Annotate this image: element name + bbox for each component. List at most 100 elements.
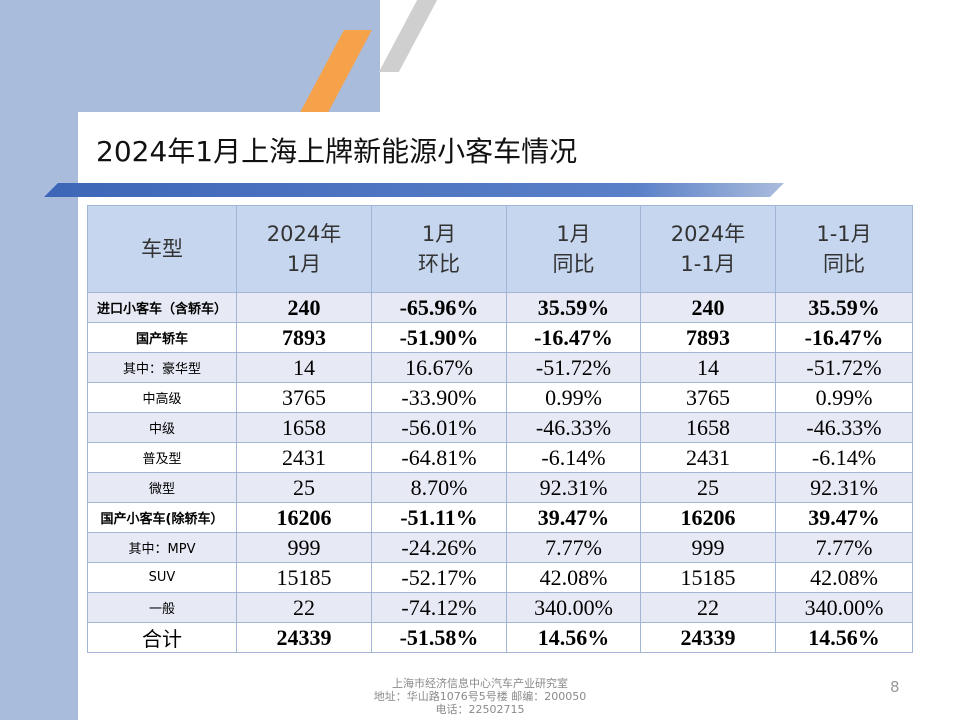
row-label: 微型	[87, 472, 237, 503]
table-cell: 7893	[640, 322, 776, 353]
table-cell: 25	[640, 472, 776, 503]
row-label: 合计	[87, 622, 237, 653]
table-row: 其中：MPV 999 -24.26% 7.77% 999 7.77%	[87, 532, 913, 563]
left-decor-band	[0, 0, 78, 720]
table-total-row: 合计 24339 -51.58% 14.56% 24339 14.56%	[87, 622, 913, 653]
table-cell: 24339	[236, 622, 372, 653]
row-label: 其中：豪华型	[87, 352, 237, 383]
table-cell: 14.56%	[775, 622, 913, 653]
table-cell: 92.31%	[775, 472, 913, 503]
table-cell: 14	[640, 352, 776, 383]
table-cell: 15185	[640, 562, 776, 593]
column-header: 车型	[87, 205, 237, 293]
table-cell: -24.26%	[371, 532, 507, 563]
table-cell: 42.08%	[506, 562, 641, 593]
table-cell: 16.67%	[371, 352, 507, 383]
table-cell: 1658	[640, 412, 776, 443]
table-row: 中级 1658 -56.01% -46.33% 1658 -46.33%	[87, 412, 913, 443]
table-cell: -52.17%	[371, 562, 507, 593]
table-cell: 39.47%	[506, 502, 641, 533]
row-label: 普及型	[87, 442, 237, 473]
table-cell: -65.96%	[371, 292, 507, 323]
row-label: 进口小客车（含轿车）	[87, 292, 237, 323]
table-cell: -33.90%	[371, 382, 507, 413]
table-cell: 0.99%	[775, 382, 913, 413]
table-cell: 16206	[236, 502, 372, 533]
table-cell: -6.14%	[506, 442, 641, 473]
table-row: 其中：豪华型 14 16.67% -51.72% 14 -51.72%	[87, 352, 913, 383]
table-cell: 999	[236, 532, 372, 563]
table-cell: -16.47%	[506, 322, 641, 353]
table-row: 中高级 3765 -33.90% 0.99% 3765 0.99%	[87, 382, 913, 413]
table-cell: 35.59%	[775, 292, 913, 323]
table-cell: 14	[236, 352, 372, 383]
table-cell: 240	[640, 292, 776, 323]
table-cell: 14.56%	[506, 622, 641, 653]
row-label: 国产轿车	[87, 322, 237, 353]
table-cell: -64.81%	[371, 442, 507, 473]
table-cell: 0.99%	[506, 382, 641, 413]
table-row: 微型 25 8.70% 92.31% 25 92.31%	[87, 472, 913, 503]
table-cell: -74.12%	[371, 592, 507, 623]
column-header: 1月 同比	[506, 205, 641, 293]
table-cell: 7.77%	[775, 532, 913, 563]
table-cell: 3765	[236, 382, 372, 413]
row-label: SUV	[87, 562, 237, 593]
row-label: 一般	[87, 592, 237, 623]
table-row: 国产轿车 7893 -51.90% -16.47% 7893 -16.47%	[87, 322, 913, 353]
table-row: 一般 22 -74.12% 340.00% 22 340.00%	[87, 592, 913, 623]
table-cell: -46.33%	[775, 412, 913, 443]
table-row: SUV 15185 -52.17% 42.08% 15185 42.08%	[87, 562, 913, 593]
title-underline-bar	[44, 183, 784, 197]
table-cell: 999	[640, 532, 776, 563]
table-cell: 3765	[640, 382, 776, 413]
column-header: 1月 环比	[371, 205, 507, 293]
footer-address: 地址：华山路1076号5号楼 邮编：200050	[373, 690, 587, 703]
table-cell: -16.47%	[775, 322, 913, 353]
table-cell: -6.14%	[775, 442, 913, 473]
footer-contact: 上海市经济信息中心汽车产业研究室 地址：华山路1076号5号楼 邮编：20005…	[300, 677, 660, 716]
table-cell: 22	[236, 592, 372, 623]
table-cell: 2431	[640, 442, 776, 473]
table-cell: 7893	[236, 322, 372, 353]
table-cell: -51.58%	[371, 622, 507, 653]
table-cell: 42.08%	[775, 562, 913, 593]
row-label: 国产小客车(除轿车）	[87, 502, 237, 533]
table-cell: -46.33%	[506, 412, 641, 443]
gray-decor-stripe	[378, 0, 438, 72]
footer-org: 上海市经济信息中心汽车产业研究室	[392, 677, 568, 690]
table-cell: 7.77%	[506, 532, 641, 563]
table-cell: 92.31%	[506, 472, 641, 503]
table-cell: 22	[640, 592, 776, 623]
table-cell: 340.00%	[506, 592, 641, 623]
table-cell: 16206	[640, 502, 776, 533]
table-cell: 8.70%	[371, 472, 507, 503]
table-cell: -56.01%	[371, 412, 507, 443]
table-row: 普及型 2431 -64.81% -6.14% 2431 -6.14%	[87, 442, 913, 473]
table-row: 国产小客车(除轿车） 16206 -51.11% 39.47% 16206 39…	[87, 502, 913, 533]
registration-table: 车型 2024年 1月 1月 环比 1月 同比 2024年 1-1月 1-1月 同比 进口…	[87, 205, 913, 653]
table-cell: -51.11%	[371, 502, 507, 533]
column-header: 2024年 1-1月	[640, 205, 776, 293]
row-label: 中级	[87, 412, 237, 443]
table-row: 进口小客车（含轿车） 240 -65.96% 35.59% 240 35.59%	[87, 292, 913, 323]
table-cell: -51.90%	[371, 322, 507, 353]
page-number: 8	[890, 678, 900, 696]
table-cell: 24339	[640, 622, 776, 653]
column-header: 2024年 1月	[236, 205, 372, 293]
table-cell: 1658	[236, 412, 372, 443]
slide-title: 2024年1月上海上牌新能源小客车情况	[96, 135, 578, 168]
table-cell: -51.72%	[506, 352, 641, 383]
row-label: 中高级	[87, 382, 237, 413]
table-cell: 2431	[236, 442, 372, 473]
table-cell: 240	[236, 292, 372, 323]
table-header-row: 车型 2024年 1月 1月 环比 1月 同比 2024年 1-1月 1-1月 同比	[87, 205, 913, 293]
table-cell: -51.72%	[775, 352, 913, 383]
table-cell: 39.47%	[775, 502, 913, 533]
table-cell: 35.59%	[506, 292, 641, 323]
column-header: 1-1月 同比	[775, 205, 913, 293]
row-label: 其中：MPV	[87, 532, 237, 563]
table-cell: 15185	[236, 562, 372, 593]
table-cell: 25	[236, 472, 372, 503]
footer-phone: 电话：22502715	[435, 703, 525, 716]
